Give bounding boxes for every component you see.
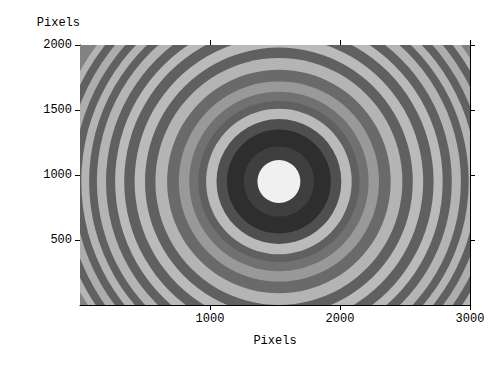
svg-text:500: 500 (50, 233, 72, 247)
svg-text:Pixels: Pixels (253, 334, 296, 348)
svg-text:1000: 1000 (196, 312, 225, 326)
svg-text:2000: 2000 (326, 312, 355, 326)
svg-text:Pixels: Pixels (37, 16, 80, 30)
svg-text:1500: 1500 (43, 103, 72, 117)
svg-text:1000: 1000 (43, 168, 72, 182)
svg-text:2000: 2000 (43, 38, 72, 52)
svg-text:3000: 3000 (456, 312, 485, 326)
